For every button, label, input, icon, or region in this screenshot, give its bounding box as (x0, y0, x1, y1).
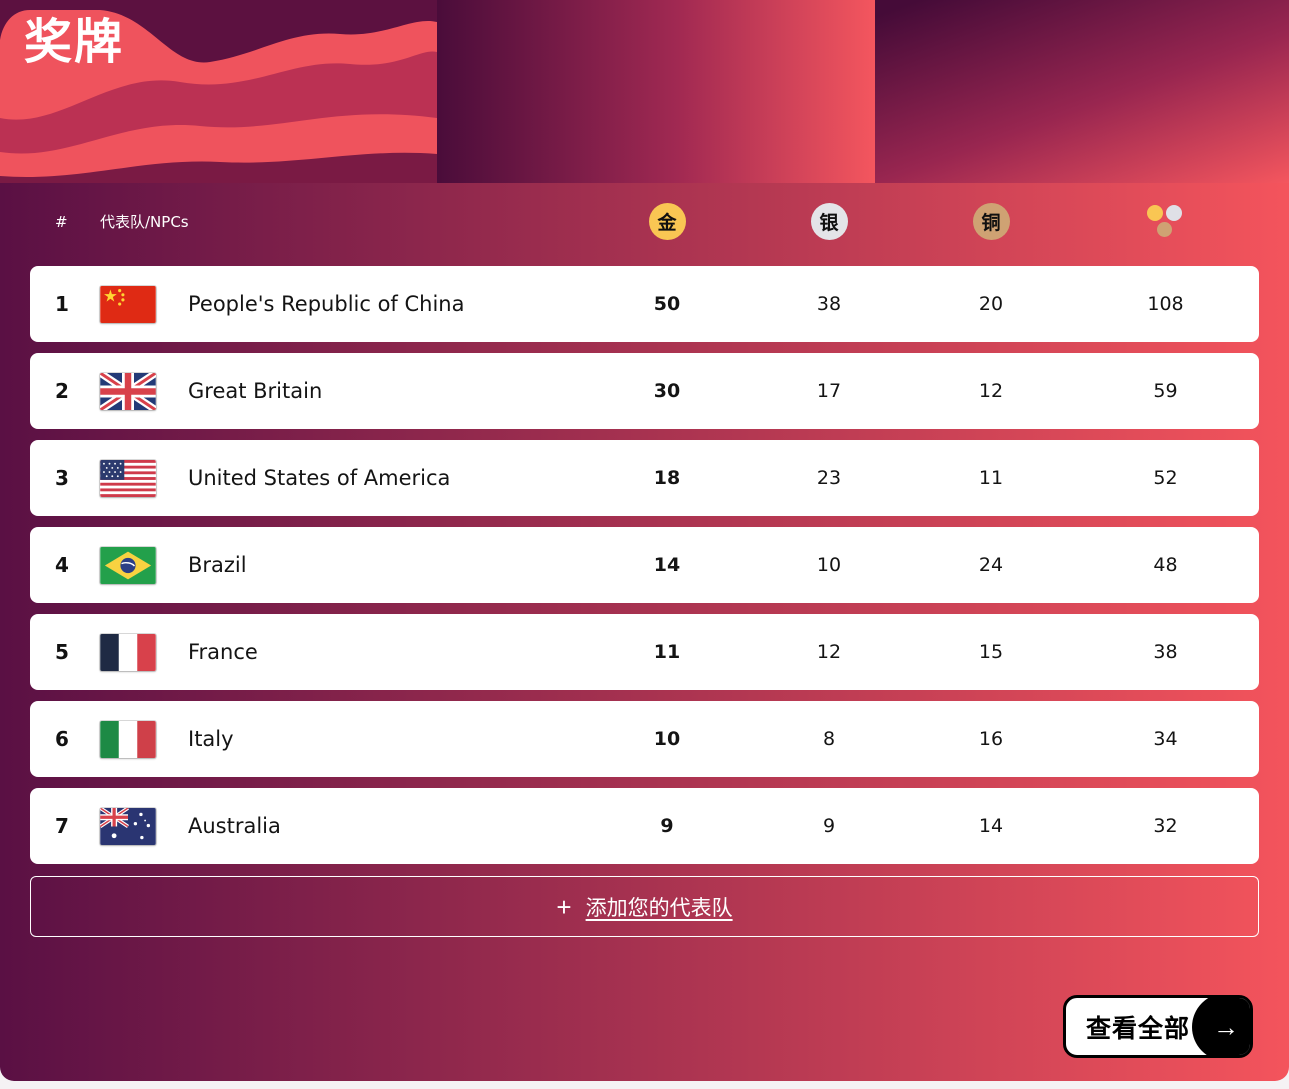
flag-great-britain-icon (100, 372, 156, 410)
view-all-button[interactable]: 查看全部 → (1063, 995, 1253, 1058)
gold-count: 18 (653, 467, 681, 489)
wave-pattern-icon (0, 0, 437, 183)
bronze-count: 12 (978, 380, 1004, 402)
rank-value: 7 (55, 814, 69, 838)
table-header: # 代表队/NPCs 金 银 铜 (30, 183, 1259, 260)
total-count: 52 (1153, 467, 1178, 489)
total-count: 38 (1153, 641, 1178, 663)
medals-cluster-icon (1145, 202, 1187, 242)
gold-count: 14 (653, 554, 681, 576)
rank-value: 4 (55, 553, 69, 577)
arrow-circle: → (1192, 998, 1250, 1055)
flag-australia-icon (100, 807, 156, 845)
total-count: 34 (1153, 728, 1178, 750)
bronze-count: 20 (978, 293, 1004, 315)
bronze-count: 24 (978, 554, 1004, 576)
medal-rows: 1 People's Republic of China 50 38 20 10… (30, 260, 1259, 864)
add-team-label: 添加您的代表队 (585, 896, 733, 920)
rank-value: 3 (55, 466, 69, 490)
plus-icon: + (556, 891, 572, 922)
hero-gradient-right (875, 0, 1289, 183)
silver-count: 8 (822, 728, 836, 750)
bronze-count: 16 (978, 728, 1004, 750)
total-count: 59 (1153, 380, 1178, 402)
silver-count: 17 (816, 380, 842, 402)
rank-value: 5 (55, 640, 69, 664)
flag-usa-icon (100, 459, 156, 497)
flag-china-icon (100, 285, 156, 323)
table-row[interactable]: 3 U (30, 440, 1259, 516)
rank-value: 1 (55, 292, 69, 316)
table-row[interactable]: 4 Brazil 14 10 24 48 (30, 527, 1259, 603)
bronze-column-header: 铜 (910, 203, 1072, 240)
gold-count: 9 (660, 815, 674, 837)
silver-column-header: 银 (748, 203, 910, 240)
table-row[interactable]: 1 People's Republic of China 50 38 20 10… (30, 266, 1259, 342)
country-name: Great Britain (188, 379, 323, 403)
total-count: 32 (1153, 815, 1178, 837)
view-all-label: 查看全部 (1086, 1014, 1191, 1043)
total-count: 108 (1147, 293, 1184, 315)
gold-count: 30 (653, 380, 681, 402)
silver-count: 38 (816, 293, 842, 315)
total-count: 48 (1153, 554, 1178, 576)
bronze-count: 11 (978, 467, 1004, 489)
silver-count: 12 (816, 641, 842, 663)
gold-medal-icon: 金 (648, 203, 686, 240)
flag-france-icon (100, 633, 156, 671)
gold-count: 10 (653, 728, 681, 750)
rank-value: 2 (55, 379, 69, 403)
flag-brazil-icon (100, 546, 156, 584)
country-name: Australia (188, 814, 281, 838)
country-name: United States of America (188, 466, 451, 490)
bronze-count: 15 (978, 641, 1004, 663)
table-row[interactable]: 6 Italy 10 8 16 34 (30, 701, 1259, 777)
table-row[interactable]: 5 France 11 12 15 38 (30, 614, 1259, 690)
country-name: Italy (188, 727, 234, 751)
country-name: Brazil (188, 553, 247, 577)
silver-count: 10 (816, 554, 842, 576)
silver-count: 23 (816, 467, 842, 489)
total-column-header (1072, 202, 1259, 242)
flag-italy-icon (100, 720, 156, 758)
team-column-header: 代表队/NPCs (100, 213, 189, 231)
bronze-count: 14 (978, 815, 1004, 837)
right-arrow-icon: → (1213, 1011, 1239, 1042)
bronze-medal-icon: 铜 (972, 203, 1010, 240)
country-name: People's Republic of China (188, 292, 465, 316)
silver-medal-icon: 银 (810, 203, 848, 240)
gold-count: 50 (653, 293, 681, 315)
rank-value: 6 (55, 727, 69, 751)
silver-count: 9 (822, 815, 836, 837)
country-name: France (188, 640, 258, 664)
add-team-button[interactable]: + 添加您的代表队 (30, 876, 1259, 937)
table-row[interactable]: 2 Great Britain 30 17 12 59 (30, 353, 1259, 429)
gold-column-header: 金 (586, 203, 748, 240)
page-title: 奖牌 (24, 14, 125, 70)
hero-wave-art: 奖牌 (0, 0, 437, 183)
rank-column-header: # (55, 212, 68, 231)
hero-banner: 奖牌 (0, 0, 1289, 183)
gold-count: 11 (653, 641, 681, 663)
table-row[interactable]: 7 Australia (30, 788, 1259, 864)
hero-gradient-mid (437, 0, 875, 183)
